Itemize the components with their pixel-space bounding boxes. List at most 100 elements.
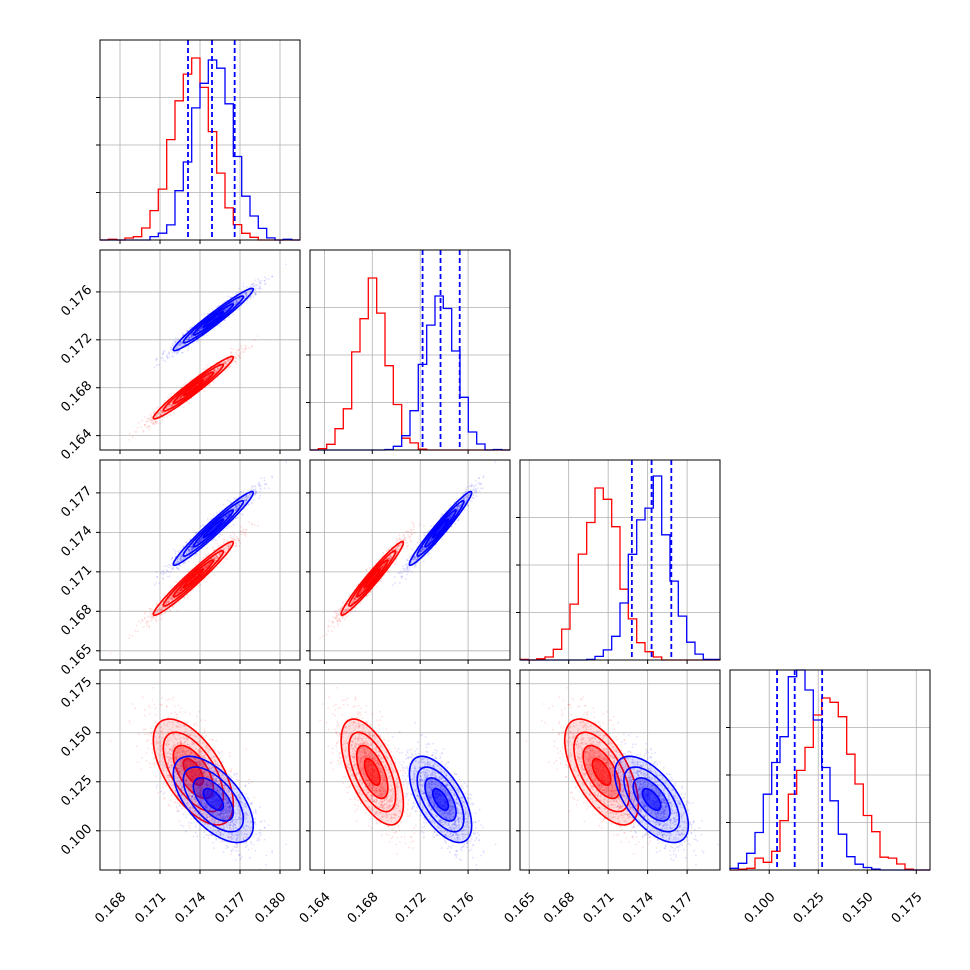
scatter-point: [151, 608, 154, 611]
scatter-point: [236, 301, 238, 304]
scatter-point: [160, 608, 162, 611]
scatter-point: [244, 347, 247, 350]
scatter-point: [213, 368, 216, 371]
scatter-point: [228, 359, 231, 362]
scatter-point: [156, 357, 159, 360]
scatter-point: [240, 533, 243, 536]
scatter-point: [224, 362, 226, 365]
scatter-point: [155, 602, 158, 604]
scatter-point: [259, 291, 261, 293]
scatter-point: [232, 313, 235, 316]
scatter-point: [211, 309, 214, 311]
scatter-point: [196, 331, 198, 333]
scatter-point: [165, 354, 168, 357]
scatter-point: [235, 357, 237, 360]
scatter-point: [163, 349, 166, 352]
scatter-point: [237, 355, 240, 358]
scatter-point: [135, 431, 138, 433]
scatter-point: [172, 355, 175, 358]
scatter-point: [215, 555, 218, 557]
panel-1-0: [96, 249, 301, 454]
scatter-point: [244, 292, 247, 294]
scatter-point: [218, 367, 220, 370]
scatter-point: [141, 619, 143, 621]
scatter-point: [205, 577, 208, 580]
scatter-point: [214, 369, 216, 372]
scatter-point: [151, 420, 154, 422]
scatter-point: [209, 384, 211, 387]
scatter-point: [191, 336, 194, 339]
scatter-point: [190, 335, 193, 338]
scatter-point: [237, 308, 240, 311]
scatter-point: [179, 396, 182, 399]
scatter-point: [175, 346, 178, 349]
scatter-point: [198, 329, 201, 332]
scatter-point: [187, 338, 190, 341]
scatter-point: [227, 307, 230, 310]
scatter-point: [226, 358, 229, 361]
scatter-point: [169, 570, 172, 573]
scatter-point: [203, 566, 206, 568]
scatter-point: [186, 329, 189, 332]
scatter-point: [224, 551, 227, 554]
scatter-point: [217, 368, 220, 370]
scatter-point: [227, 359, 230, 361]
scatter-point: [244, 292, 247, 294]
scatter-point: [153, 411, 155, 414]
scatter-point: [150, 419, 153, 421]
scatter-point: [235, 301, 238, 304]
scatter-point: [216, 554, 219, 557]
scatter-point: [228, 306, 230, 309]
scatter-point: [259, 286, 261, 288]
scatter-point: [179, 588, 182, 591]
scatter-point: [179, 343, 182, 346]
scatter-point: [162, 353, 165, 355]
scatter-point: [153, 410, 156, 412]
scatter-point: [144, 612, 146, 615]
scatter-point: [147, 615, 149, 618]
scatter-point: [204, 377, 207, 380]
scatter-point: [206, 376, 208, 379]
scatter-point: [188, 337, 191, 340]
scatter-point: [234, 356, 237, 359]
scatter-point: [186, 338, 189, 341]
scatter-point: [222, 361, 225, 363]
scatter-point: [156, 422, 158, 425]
scatter-point: [146, 418, 149, 421]
scatter-point: [161, 417, 164, 419]
scatter-point: [190, 333, 193, 336]
scatter-point: [226, 295, 229, 298]
scatter-point: [191, 332, 194, 335]
scatter-point: [263, 280, 266, 282]
scatter-point: [173, 412, 176, 414]
scatter-point: [173, 351, 176, 354]
panel-content: [109, 461, 288, 655]
scatter-point: [259, 283, 262, 285]
scatter-point: [205, 377, 207, 380]
scatter-point: [154, 420, 157, 423]
scatter-point: [219, 323, 221, 326]
scatter-point: [235, 299, 238, 302]
scatter-point: [169, 403, 172, 406]
scatter-point: [226, 544, 229, 547]
contour-blue-1.5sigma: [182, 295, 245, 344]
scatter-point: [224, 309, 227, 312]
scatter-point: [236, 535, 239, 538]
scatter-point: [197, 338, 200, 341]
scatter-point: [235, 539, 237, 541]
scatter-point: [182, 406, 185, 409]
scatter-point: [250, 345, 253, 348]
scatter-point: [209, 373, 212, 376]
scatter-point: [143, 617, 146, 620]
scatter-point: [200, 327, 203, 330]
scatter-point: [208, 576, 211, 579]
scatter-point: [260, 288, 263, 290]
scatter-point: [207, 375, 210, 378]
scatter-point: [205, 375, 208, 378]
scatter-point: [253, 339, 256, 341]
scatter-point: [157, 609, 160, 612]
scatter-point: [234, 360, 237, 363]
scatter-point: [188, 337, 191, 339]
scatter-point: [239, 542, 242, 544]
scatter-point: [149, 418, 151, 421]
